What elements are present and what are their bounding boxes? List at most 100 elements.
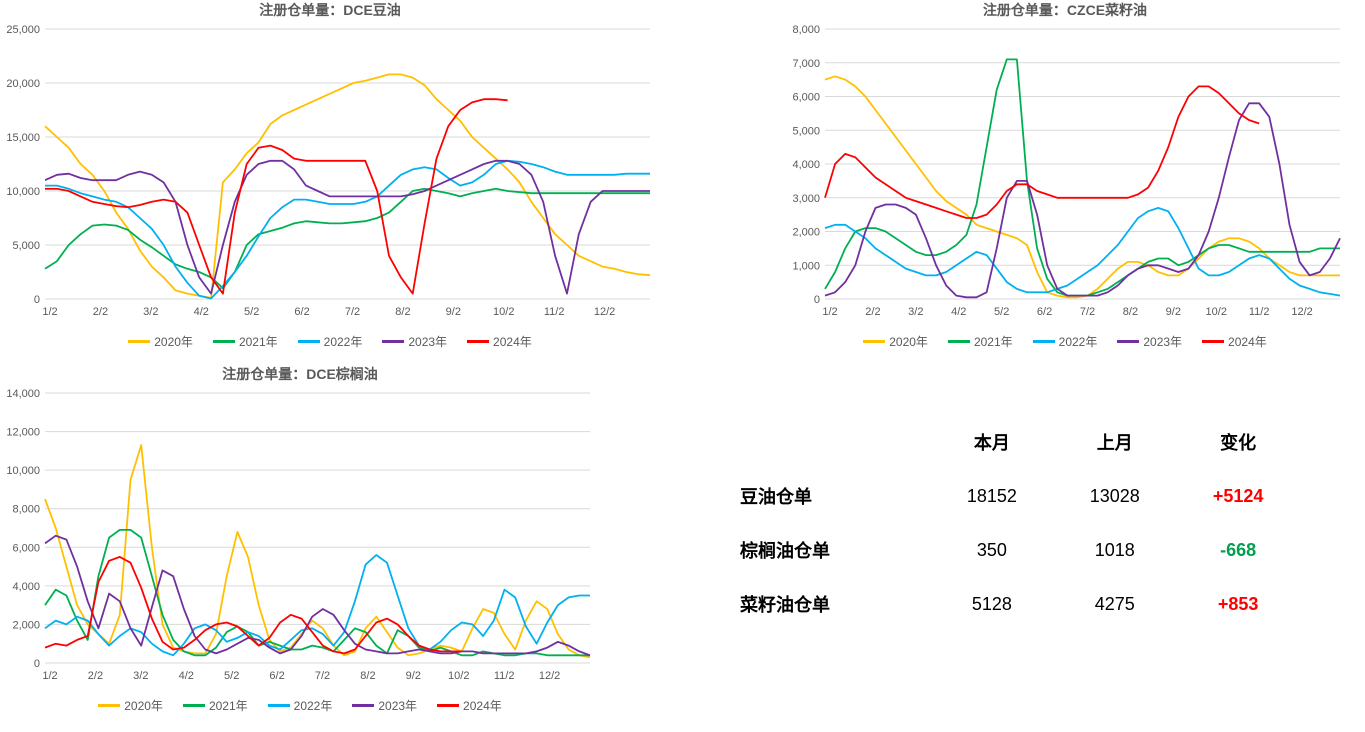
legend-label: 2024年 xyxy=(493,333,532,350)
legend-swatch xyxy=(948,340,970,343)
svg-text:0: 0 xyxy=(34,294,40,306)
legend-label: 2021年 xyxy=(239,333,278,350)
legend-item: 2021年 xyxy=(948,333,1013,350)
svg-text:6/2: 6/2 xyxy=(294,306,309,318)
svg-text:11/2: 11/2 xyxy=(494,670,515,682)
svg-text:4,000: 4,000 xyxy=(792,159,820,171)
legend-item: 2022年 xyxy=(1033,333,1098,350)
svg-text:11/2: 11/2 xyxy=(544,306,565,318)
svg-text:0: 0 xyxy=(814,294,820,306)
svg-text:10,000: 10,000 xyxy=(6,186,40,198)
cell-change: +5124 xyxy=(1176,469,1300,523)
legend-swatch xyxy=(1202,340,1224,343)
svg-text:8/2: 8/2 xyxy=(395,306,410,318)
legend-swatch xyxy=(213,340,235,343)
legend-label: 2020年 xyxy=(889,333,928,350)
svg-text:7,000: 7,000 xyxy=(792,58,820,70)
chart2-title: 注册仓单量：CZCE菜籽油 xyxy=(780,0,1350,20)
col-change: 变化 xyxy=(1176,415,1300,469)
svg-text:8/2: 8/2 xyxy=(360,670,375,682)
chart-czce-rapeseed-oil: 注册仓单量：CZCE菜籽油 01,0002,0003,0004,0005,000… xyxy=(780,0,1350,350)
legend-item: 2021年 xyxy=(213,333,278,350)
legend-label: 2024年 xyxy=(463,697,502,714)
legend-item: 2023年 xyxy=(352,697,417,714)
svg-text:4/2: 4/2 xyxy=(951,306,966,318)
summary-table: 本月 上月 变化 豆油仓单 18152 13028 +5124 棕榈油仓单 35… xyxy=(720,415,1300,631)
legend-swatch xyxy=(437,704,459,707)
table-header-row: 本月 上月 变化 xyxy=(720,415,1300,469)
svg-text:1/2: 1/2 xyxy=(822,306,837,318)
chart1-legend: 2020年 2021年 2022年 2023年 2024年 xyxy=(0,333,660,350)
table-row: 菜籽油仓单 5128 4275 +853 xyxy=(720,577,1300,631)
legend-item: 2020年 xyxy=(128,333,193,350)
cell-prev: 13028 xyxy=(1053,469,1176,523)
svg-text:9/2: 9/2 xyxy=(406,670,421,682)
svg-text:8,000: 8,000 xyxy=(792,24,820,36)
svg-text:7/2: 7/2 xyxy=(345,306,360,318)
svg-text:12/2: 12/2 xyxy=(594,306,615,318)
svg-text:2/2: 2/2 xyxy=(93,306,108,318)
legend-label: 2021年 xyxy=(209,697,248,714)
legend-item: 2022年 xyxy=(298,333,363,350)
svg-text:3/2: 3/2 xyxy=(133,670,148,682)
chart-dce-soybean-oil: 注册仓单量：DCE豆油 05,00010,00015,00020,00025,0… xyxy=(0,0,660,350)
cell-prev: 4275 xyxy=(1053,577,1176,631)
table-row: 棕榈油仓单 350 1018 -668 xyxy=(720,523,1300,577)
legend-item: 2020年 xyxy=(98,697,163,714)
legend-item: 2023年 xyxy=(1117,333,1182,350)
chart1-title: 注册仓单量：DCE豆油 xyxy=(0,0,660,20)
svg-text:8/2: 8/2 xyxy=(1123,306,1138,318)
svg-text:4/2: 4/2 xyxy=(179,670,194,682)
legend-label: 2024年 xyxy=(1228,333,1267,350)
legend-swatch xyxy=(1033,340,1055,343)
svg-text:12/2: 12/2 xyxy=(1291,306,1312,318)
legend-label: 2023年 xyxy=(1143,333,1182,350)
col-current: 本月 xyxy=(930,415,1053,469)
svg-text:1/2: 1/2 xyxy=(42,670,57,682)
legend-swatch xyxy=(467,340,489,343)
cell-current: 350 xyxy=(930,523,1053,577)
chart2-legend: 2020年 2021年 2022年 2023年 2024年 xyxy=(780,333,1350,350)
legend-swatch xyxy=(352,704,374,707)
legend-swatch xyxy=(1117,340,1139,343)
svg-text:15,000: 15,000 xyxy=(6,132,40,144)
svg-text:14,000: 14,000 xyxy=(6,388,40,400)
svg-text:12/2: 12/2 xyxy=(539,670,560,682)
svg-text:2,000: 2,000 xyxy=(792,227,820,239)
svg-text:6/2: 6/2 xyxy=(1037,306,1052,318)
svg-text:7/2: 7/2 xyxy=(1080,306,1095,318)
svg-text:8,000: 8,000 xyxy=(12,504,40,516)
legend-swatch xyxy=(298,340,320,343)
svg-text:2/2: 2/2 xyxy=(865,306,880,318)
legend-swatch xyxy=(183,704,205,707)
legend-item: 2022年 xyxy=(268,697,333,714)
svg-text:10/2: 10/2 xyxy=(1206,306,1227,318)
col-prev: 上月 xyxy=(1053,415,1176,469)
legend-label: 2022年 xyxy=(294,697,333,714)
legend-item: 2020年 xyxy=(863,333,928,350)
svg-text:9/2: 9/2 xyxy=(1166,306,1181,318)
legend-item: 2024年 xyxy=(1202,333,1267,350)
legend-swatch xyxy=(863,340,885,343)
svg-text:6,000: 6,000 xyxy=(12,542,40,554)
legend-label: 2023年 xyxy=(408,333,447,350)
svg-text:5/2: 5/2 xyxy=(994,306,1009,318)
row-label: 棕榈油仓单 xyxy=(720,523,930,577)
legend-label: 2020年 xyxy=(124,697,163,714)
svg-text:20,000: 20,000 xyxy=(6,78,40,90)
cell-change: -668 xyxy=(1176,523,1300,577)
dashboard: 注册仓单量：DCE豆油 0 5,000 10,000 15,000 20,000 25,0… xyxy=(0,0,1365,732)
svg-text:5,000: 5,000 xyxy=(792,125,820,137)
svg-text:10/2: 10/2 xyxy=(493,306,514,318)
svg-text:5/2: 5/2 xyxy=(224,670,239,682)
svg-text:10,000: 10,000 xyxy=(6,465,40,477)
svg-text:3/2: 3/2 xyxy=(143,306,158,318)
col-blank xyxy=(720,415,930,469)
legend-label: 2020年 xyxy=(154,333,193,350)
svg-text:25,000: 25,000 xyxy=(6,24,40,36)
table-row: 豆油仓单 18152 13028 +5124 xyxy=(720,469,1300,523)
svg-text:0: 0 xyxy=(34,658,40,670)
legend-item: 2024年 xyxy=(467,333,532,350)
svg-text:5/2: 5/2 xyxy=(244,306,259,318)
svg-text:11/2: 11/2 xyxy=(1249,306,1270,318)
